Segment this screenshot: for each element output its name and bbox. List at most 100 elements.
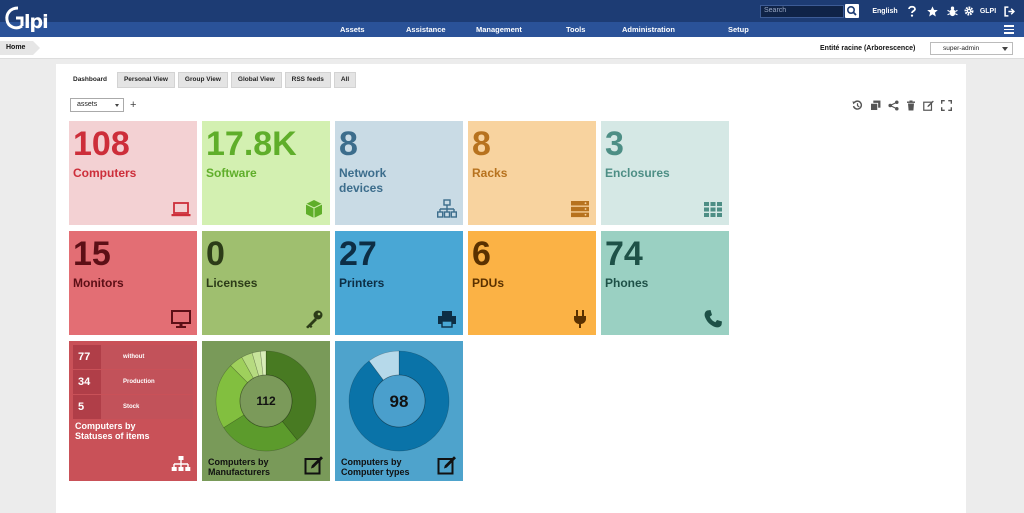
card-label: Printers	[339, 276, 385, 290]
card-printers[interactable]: 27 Printers	[335, 231, 463, 335]
computers-by-status-widget[interactable]: 77 without 34 Production 5 Stock Compute…	[69, 341, 197, 481]
star-icon	[926, 5, 938, 16]
history-icon[interactable]	[852, 100, 863, 111]
card-value: 74	[605, 235, 643, 273]
status-table: 77 without 34 Production 5 Stock	[73, 345, 193, 420]
hamburger-icon-line	[1004, 28, 1014, 30]
card-label: Racks	[472, 166, 508, 180]
card-phones[interactable]: 74 Phones	[601, 231, 729, 335]
hamburger-icon-line	[1004, 32, 1014, 34]
card-label: Licenses	[206, 276, 258, 290]
logo-swoosh: lpi	[5, 6, 49, 33]
card-value: 15	[73, 235, 111, 273]
search-button[interactable]	[845, 4, 859, 18]
monitor-icon	[171, 310, 191, 328]
logout-button[interactable]	[1000, 3, 1018, 19]
chart-title: Computers by Manufacturers	[208, 457, 271, 477]
profile-select[interactable]: super-admin	[930, 42, 1013, 55]
card-label: Computers	[73, 166, 137, 180]
entity-label[interactable]: Entité racine (Arborescence)	[820, 45, 916, 52]
table-row[interactable]: 77 without	[73, 345, 193, 369]
card-label: PDUs	[472, 276, 505, 290]
card-monitors[interactable]: 15 Monitors	[69, 231, 197, 335]
nav-assistance[interactable]: Assistance	[406, 25, 446, 34]
card-value: 8	[339, 125, 358, 163]
edit-icon[interactable]	[923, 100, 934, 111]
nav-management[interactable]: Management	[476, 25, 522, 34]
card-value: 108	[73, 125, 130, 163]
help-icon	[908, 5, 916, 17]
status-label: Stock	[123, 404, 140, 410]
profile-select-value: super-admin	[943, 45, 980, 52]
plug-icon	[574, 310, 586, 328]
card-pdus[interactable]: 6 PDUs	[468, 231, 596, 335]
status-label: Production	[123, 379, 155, 385]
donut-chart: 112	[215, 350, 317, 452]
trash-icon[interactable]	[906, 100, 916, 111]
debug-button[interactable]	[942, 3, 962, 19]
widget-title: Computers by Statuses of items	[75, 421, 150, 441]
logo-text: lpi	[24, 11, 48, 33]
tab-global-view[interactable]: Global View	[230, 72, 282, 88]
fullscreen-icon[interactable]	[941, 100, 952, 111]
donut-center	[372, 374, 426, 428]
table-row[interactable]: 5 Stock	[73, 395, 193, 419]
main-menu: Assets Assistance Management Tools Admin…	[340, 22, 768, 37]
status-count: 77	[73, 345, 101, 369]
chevron-down-icon	[115, 104, 119, 107]
clone-icon[interactable]	[870, 100, 881, 111]
donut-chart: 98	[348, 350, 450, 452]
menu-toggle-button[interactable]	[1004, 25, 1014, 34]
table-row[interactable]: 34 Production	[73, 370, 193, 394]
status-count: 34	[73, 370, 101, 394]
tab-rss-feeds[interactable]: RSS feeds	[284, 72, 331, 88]
card-network-devices[interactable]: 8 Network devices	[335, 121, 463, 225]
tab-bar: Dashboard Personal View Group View Globa…	[66, 72, 357, 88]
card-enclosures[interactable]: 3 Enclosures	[601, 121, 729, 225]
server-icon	[571, 201, 589, 218]
card-racks[interactable]: 8 Racks	[468, 121, 596, 225]
phone-icon	[704, 310, 722, 328]
edit-icon[interactable]	[437, 455, 457, 475]
help-button[interactable]	[902, 3, 922, 19]
share-icon[interactable]	[888, 100, 899, 111]
card-value: 27	[339, 235, 377, 273]
card-label: Phones	[605, 276, 649, 290]
card-label: Software	[206, 166, 257, 180]
edit-icon[interactable]	[304, 455, 324, 475]
nav-setup[interactable]: Setup	[728, 25, 749, 34]
status-count: 5	[73, 395, 101, 419]
card-computers[interactable]: 108 Computers	[69, 121, 197, 225]
nav-administration[interactable]: Administration	[622, 25, 675, 34]
card-label: Network devices	[339, 166, 387, 195]
computers-by-types-widget[interactable]: 98 Computers by Computer types	[335, 341, 463, 481]
breadcrumb-home[interactable]: Home	[0, 41, 42, 55]
tab-personal-view[interactable]: Personal View	[116, 72, 175, 88]
card-value: 0	[206, 235, 225, 273]
tab-all[interactable]: All	[333, 72, 357, 88]
tab-group-view[interactable]: Group View	[177, 72, 228, 88]
card-value: 6	[472, 235, 491, 273]
card-value: 8	[472, 125, 491, 163]
chart-title: Computers by Computer types	[341, 457, 410, 477]
card-software[interactable]: 17.8K Software	[202, 121, 330, 225]
computers-by-manufacturers-widget[interactable]: 112 Computers by Manufacturers	[202, 341, 330, 481]
user-name[interactable]: GLPI	[979, 7, 997, 15]
laptop-icon	[171, 202, 191, 217]
main-nav: Assets Assistance Management Tools Admin…	[0, 22, 1024, 37]
header-actions: English GLPI	[868, 3, 1018, 19]
nav-tools[interactable]: Tools	[566, 25, 586, 34]
preferences-button[interactable]	[962, 3, 976, 19]
search-input[interactable]: Search	[760, 5, 844, 18]
tab-dashboard[interactable]: Dashboard	[66, 72, 114, 88]
card-licenses[interactable]: 0 Licenses	[202, 231, 330, 335]
add-dashboard-button[interactable]: +	[130, 99, 137, 111]
dashboard-toolbar	[852, 100, 952, 111]
glpi-logo[interactable]: lpi	[4, 4, 60, 34]
favorites-button[interactable]	[922, 3, 942, 19]
main-panel: Dashboard Personal View Group View Globa…	[56, 64, 966, 513]
dashboard-select[interactable]: assets	[70, 98, 124, 112]
nav-assets[interactable]: Assets	[340, 25, 365, 34]
card-label: Enclosures	[605, 166, 670, 180]
language-link[interactable]: English	[872, 7, 898, 15]
